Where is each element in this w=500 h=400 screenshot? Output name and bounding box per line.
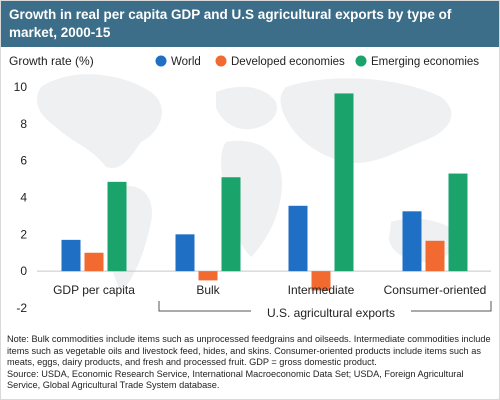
y-tick-label: 10	[14, 80, 28, 94]
x-tick-label: Intermediate	[288, 283, 355, 297]
legend-label-1: Developed economies	[231, 56, 345, 68]
legend-label-0: World	[171, 56, 201, 68]
bar-chart: Growth rate (%) World Developed economies E…	[9, 54, 492, 320]
note-text: Note: Bulk commodities include items suc…	[7, 334, 491, 367]
bar-2-1	[311, 271, 331, 291]
bar-3-0	[402, 211, 422, 272]
bar-0-2	[107, 181, 127, 272]
x-tick-label: Bulk	[196, 283, 220, 297]
y-tick-label: 4	[20, 191, 27, 205]
legend-label-2: Emerging economies	[371, 56, 479, 68]
bar-1-1	[198, 271, 218, 281]
chart-note: Note: Bulk commodities include items suc…	[7, 334, 495, 392]
bar-1-2	[221, 177, 241, 272]
bar-0-0	[61, 239, 81, 272]
group-label-backdrop	[251, 305, 411, 319]
legend-swatch-2	[355, 55, 367, 67]
y-tick-label: 0	[20, 264, 27, 278]
bar-2-2	[334, 93, 354, 272]
x-tick-label: GDP per capita	[53, 283, 135, 297]
bar-0-1	[84, 252, 104, 272]
legend-swatch-0	[155, 55, 167, 67]
y-tick-label: 2	[20, 227, 27, 241]
y-tick-label: 8	[20, 117, 27, 131]
y-axis-label: Growth rate (%)	[9, 54, 94, 68]
y-tick-label: 6	[20, 154, 27, 168]
source-text: Source: USDA, Economic Research Service,…	[7, 368, 464, 391]
bar-3-1	[425, 240, 445, 272]
group-label: U.S. agricultural exports	[267, 306, 395, 320]
title-bar: Growth in real per capita GDP and U.S ag…	[1, 1, 499, 47]
bar-3-2	[448, 173, 468, 272]
bar-1-0	[175, 234, 195, 272]
chart-title: Growth in real per capita GDP and U.S ag…	[9, 7, 452, 40]
y-tick-label: -2	[16, 301, 27, 315]
legend-swatch-1	[215, 55, 227, 67]
bar-2-0	[288, 205, 308, 272]
x-tick-label: Consumer-oriented	[384, 283, 487, 297]
